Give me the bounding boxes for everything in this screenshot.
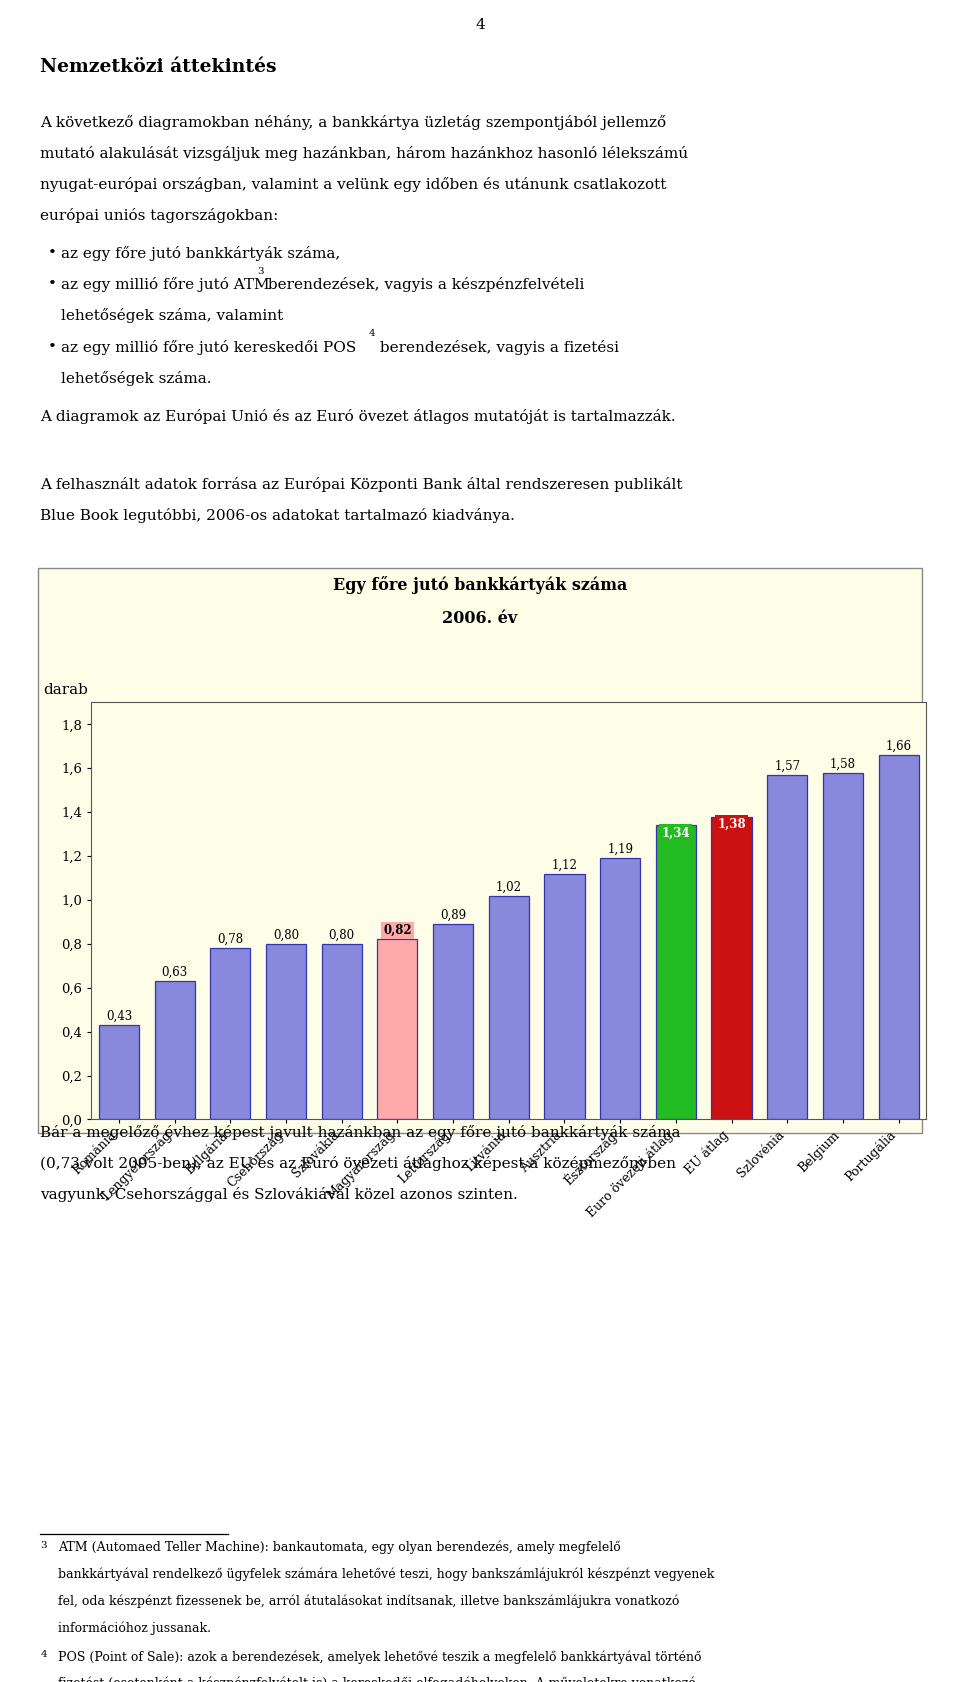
Text: 0,78: 0,78: [217, 934, 244, 945]
Bar: [155, 981, 195, 1120]
Bar: [377, 940, 418, 1120]
Text: fizetést (esetenként a készpénzfelvételt is) a kereskedői elfogadóhelyeken. A mű: fizetést (esetenként a készpénzfelvételt…: [58, 1677, 695, 1682]
Bar: [544, 873, 585, 1120]
Text: Blue Book legutóbbi, 2006-os adatokat tartalmazó kiadványa.: Blue Book legutóbbi, 2006-os adatokat ta…: [40, 508, 516, 523]
Text: 0,89: 0,89: [440, 908, 467, 922]
Text: Egy főre jutó bankkártyák száma: Egy főre jutó bankkártyák száma: [333, 577, 627, 594]
Text: •: •: [48, 278, 57, 291]
Text: 1,58: 1,58: [829, 757, 856, 770]
Bar: [711, 816, 752, 1120]
Text: 1,66: 1,66: [885, 740, 912, 754]
Text: 4: 4: [369, 330, 375, 338]
Text: A következő diagramokban néhány, a bankkártya üzletág szempontjából jellemző: A következő diagramokban néhány, a bankk…: [40, 114, 666, 130]
Text: •: •: [48, 340, 57, 353]
Bar: [878, 755, 919, 1120]
Bar: [322, 944, 362, 1120]
Text: 0,43: 0,43: [106, 1009, 132, 1023]
Text: 4: 4: [475, 19, 485, 32]
Bar: [489, 895, 529, 1120]
Text: 0,80: 0,80: [328, 928, 355, 942]
Text: 4: 4: [40, 1650, 47, 1658]
Text: 1,34: 1,34: [661, 826, 690, 839]
Bar: [656, 826, 696, 1120]
Text: A diagramok az Európai Unió és az Euró övezet átlagos mutatóját is tartalmazzák.: A diagramok az Európai Unió és az Euró ö…: [40, 409, 676, 424]
Text: lehetőségek száma, valamint: lehetőségek száma, valamint: [61, 308, 284, 323]
Text: POS (Point of Sale): azok a berendezések, amelyek lehetővé teszik a megfelelő ba: POS (Point of Sale): azok a berendezések…: [58, 1650, 701, 1663]
Text: Nemzetközi áttekintés: Nemzetközi áttekintés: [40, 57, 276, 76]
Text: 1,19: 1,19: [607, 843, 634, 856]
Text: információhoz jussanak.: információhoz jussanak.: [58, 1621, 210, 1635]
Text: 1,12: 1,12: [552, 858, 577, 871]
Text: 1,02: 1,02: [495, 880, 522, 893]
Text: 1,38: 1,38: [717, 817, 746, 831]
Bar: [99, 1024, 139, 1120]
Text: 0,82: 0,82: [383, 925, 412, 937]
Text: A felhasznált adatok forrása az Európai Központi Bank által rendszeresen publiká: A felhasznált adatok forrása az Európai …: [40, 478, 683, 491]
Text: 2006. év: 2006. év: [443, 611, 517, 627]
Bar: [823, 772, 863, 1120]
Text: 1,57: 1,57: [774, 760, 801, 772]
Text: vagyunk, Csehországgal és Szlovákiával közel azonos szinten.: vagyunk, Csehországgal és Szlovákiával k…: [40, 1187, 518, 1201]
Bar: [210, 949, 251, 1120]
Text: Bár a megelőző évhez képest javult hazánkban az egy főre jutó bankkártyák száma: Bár a megelőző évhez képest javult hazán…: [40, 1125, 681, 1139]
Bar: [433, 923, 473, 1120]
Bar: [767, 775, 807, 1120]
Text: (0,73 volt 2005-ben), az EU és az Euró övezeti átlaghoz képest a középmezőnyben: (0,73 volt 2005-ben), az EU és az Euró ö…: [40, 1156, 676, 1171]
Text: 3: 3: [40, 1541, 47, 1549]
Text: az egy millió főre jutó ATM: az egy millió főre jutó ATM: [61, 278, 270, 293]
Text: berendezések, vagyis a készpénzfelvételi: berendezések, vagyis a készpénzfelvételi: [263, 278, 585, 293]
Text: darab: darab: [43, 683, 88, 698]
Text: 0,63: 0,63: [161, 965, 188, 979]
Text: •: •: [48, 246, 57, 261]
Text: európai uniós tagországokban:: európai uniós tagországokban:: [40, 209, 278, 224]
Text: ATM (Automaed Teller Machine): bankautomata, egy olyan berendezés, amely megfele: ATM (Automaed Teller Machine): bankautom…: [58, 1541, 620, 1554]
Text: nyugat-európai országban, valamint a velünk egy időben és utánunk csatlakozott: nyugat-európai országban, valamint a vel…: [40, 177, 666, 192]
Text: az egy millió főre jutó kereskedői POS: az egy millió főre jutó kereskedői POS: [61, 340, 357, 355]
Bar: [600, 858, 640, 1120]
Text: fel, oda készpénzt fizessenek be, arról átutalásokat indítsanak, illetve bankszá: fel, oda készpénzt fizessenek be, arról …: [58, 1595, 679, 1608]
Text: 0,80: 0,80: [273, 928, 300, 942]
Text: az egy főre jutó bankkártyák száma,: az egy főre jutó bankkártyák száma,: [61, 246, 341, 261]
Text: lehetőségek száma.: lehetőségek száma.: [61, 370, 212, 385]
Text: mutató alakulását vizsgáljuk meg hazánkban, három hazánkhoz hasonló lélekszámú: mutató alakulását vizsgáljuk meg hazánkb…: [40, 146, 688, 161]
Text: bankkártyával rendelkező ügyfelek számára lehetővé teszi, hogy bankszámlájukról : bankkártyával rendelkező ügyfelek számár…: [58, 1568, 714, 1581]
Bar: [266, 944, 306, 1120]
Text: berendezések, vagyis a fizetési: berendezések, vagyis a fizetési: [375, 340, 619, 355]
Text: 3: 3: [257, 267, 264, 276]
